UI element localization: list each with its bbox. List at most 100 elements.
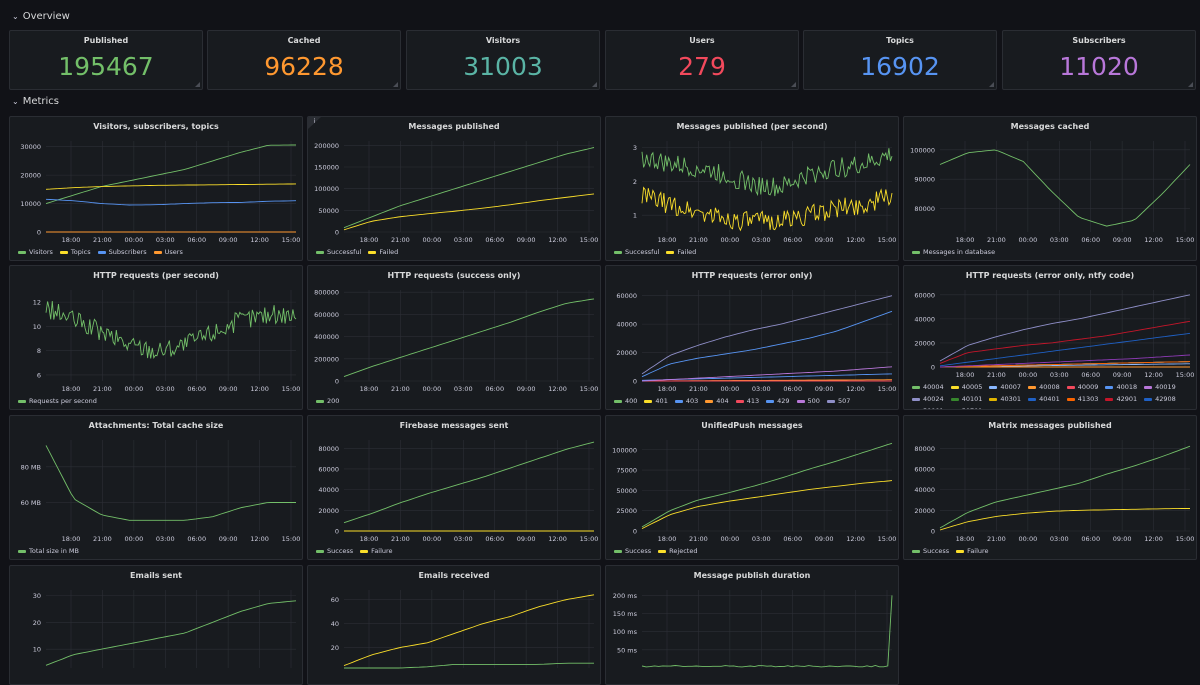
panel-emails-sent[interactable]: Emails sent 10 20 30	[9, 565, 303, 685]
panel-visitors-subscribers-topics[interactable]: Visitors, subscribers, topics 0 10000 20000…	[9, 116, 303, 261]
legend-item[interactable]: 401	[644, 397, 668, 405]
x-tick-label: 18:00	[658, 535, 677, 543]
series-line-successful	[641, 148, 893, 197]
legend-item[interactable]: 404	[705, 397, 729, 405]
stat-panel-visitors[interactable]: Visitors 31003	[406, 30, 600, 90]
resize-handle[interactable]	[195, 82, 200, 87]
legend-item[interactable]: 40401	[1028, 395, 1060, 403]
x-tick-label: 06:00	[187, 535, 206, 543]
legend-item[interactable]: Subscribers	[97, 248, 147, 256]
legend-item[interactable]: Total size in MB	[18, 547, 79, 555]
x-tick-label: 15:00	[878, 236, 897, 244]
legend-item[interactable]: Success	[912, 547, 949, 555]
legend-item[interactable]: 40008	[1028, 383, 1060, 391]
panel-messages-cached[interactable]: Messages cached 80000 90000 100000 18:00 21:0…	[903, 116, 1197, 261]
series-line-42901	[939, 320, 1191, 364]
panel-http-requests-per-second[interactable]: HTTP requests (per second) 6 8 10 12 18:00 21:…	[9, 265, 303, 410]
panel-matrix-messages-published[interactable]: Matrix messages published 0 20000 40000 6000…	[903, 415, 1197, 560]
x-tick-label: 09:00	[517, 236, 536, 244]
x-tick-label: 18:00	[62, 236, 81, 244]
y-tick-label: 20000	[20, 172, 41, 180]
x-tick-label: 03:00	[454, 385, 473, 393]
legend-item[interactable]: 200	[316, 397, 339, 405]
y-tick-label: 100000	[612, 446, 637, 454]
panel-messages-published[interactable]: i Messages published 0 50000 100000 150000 200…	[307, 116, 601, 261]
panel-message-publish-duration[interactable]: Message publish duration 50 ms 100 ms 150 m…	[605, 565, 899, 685]
series-line-507	[641, 295, 893, 375]
legend-item[interactable]: Successful	[316, 248, 361, 256]
legend-item[interactable]: 40024	[912, 395, 944, 403]
legend-swatch	[950, 397, 959, 401]
series-line-received	[343, 594, 595, 667]
panel-unifiedpush-messages[interactable]: UnifiedPush messages 0 25000 50000 75000 1000…	[605, 415, 899, 560]
legend-item[interactable]: Messages in database	[912, 248, 995, 256]
legend-swatch	[956, 549, 965, 553]
legend: 200	[316, 397, 596, 405]
legend-item[interactable]: 40005	[950, 383, 982, 391]
legend-item[interactable]: 40301	[989, 395, 1021, 403]
panel-http-requests-error-only-ntfy-code[interactable]: HTTP requests (error only, ntfy code) 0 20…	[903, 265, 1197, 410]
legend-item[interactable]: 42908	[1144, 395, 1176, 403]
resize-handle[interactable]	[393, 82, 398, 87]
legend-item[interactable]: 50701	[951, 407, 983, 409]
legend-swatch	[705, 399, 714, 403]
stat-panel-published[interactable]: Published 195467	[9, 30, 203, 90]
legend-item[interactable]: Visitors	[18, 248, 53, 256]
stat-panel-cached[interactable]: Cached 96228	[207, 30, 401, 90]
y-tick-label: 20000	[914, 339, 935, 347]
x-tick-label: 03:00	[752, 535, 771, 543]
legend-item[interactable]: 413	[735, 397, 759, 405]
legend-item[interactable]: Users	[153, 248, 183, 256]
legend-item[interactable]: 42901	[1105, 395, 1137, 403]
y-tick-label: 60 MB	[21, 499, 41, 507]
legend-item[interactable]: 40018	[1105, 383, 1137, 391]
legend-item[interactable]: 400	[614, 397, 637, 405]
panel-title: HTTP requests (success only)	[387, 271, 521, 280]
legend-item[interactable]: Success	[614, 547, 651, 555]
legend-item[interactable]: Requests per second	[18, 397, 97, 405]
legend-item[interactable]: 429	[766, 397, 790, 405]
legend-item[interactable]: 403	[674, 397, 698, 405]
legend-item[interactable]: 40007	[989, 383, 1021, 391]
legend-swatch	[614, 549, 622, 553]
y-tick-label: 20	[331, 644, 339, 652]
resize-handle[interactable]	[1188, 82, 1193, 87]
row-overview[interactable]: ⌄ Overview	[12, 11, 70, 22]
x-tick-label: 12:00	[548, 385, 567, 393]
stat-panel-topics[interactable]: Topics 16902	[803, 30, 997, 90]
stat-panel-subscribers[interactable]: Subscribers 11020	[1002, 30, 1196, 90]
legend-item[interactable]: Rejected	[658, 547, 697, 555]
legend-item[interactable]: Successful	[614, 248, 659, 256]
x-tick-label: 09:00	[1113, 236, 1132, 244]
legend-item[interactable]: 40101	[950, 395, 982, 403]
legend-label: Success	[923, 547, 950, 555]
row-metrics[interactable]: ⌄ Metrics	[12, 96, 59, 107]
legend-item[interactable]: Failure	[360, 547, 393, 555]
panel-http-requests-success-only[interactable]: HTTP requests (success only) 0 200000 40000…	[307, 265, 601, 410]
legend-item[interactable]: Failed	[368, 248, 398, 256]
y-tick-label: 40	[331, 620, 339, 628]
legend-item[interactable]: 507	[826, 397, 850, 405]
legend-item[interactable]: Success	[316, 547, 353, 555]
legend-item[interactable]: Failed	[666, 248, 696, 256]
panel-attachments-total-cache-size[interactable]: Attachments: Total cache size 60 MB 80 MB 1…	[9, 415, 303, 560]
legend-item[interactable]: Topics	[59, 248, 91, 256]
legend-item[interactable]: 40009	[1066, 383, 1098, 391]
resize-handle[interactable]	[592, 82, 597, 87]
legend-item[interactable]: 40019	[1144, 383, 1176, 391]
x-tick-label: 21:00	[391, 385, 410, 393]
panel-http-requests-error-only[interactable]: HTTP requests (error only) 0 20000 40000 600…	[605, 265, 899, 410]
legend-item[interactable]: 500	[796, 397, 820, 405]
legend-item[interactable]: 41303	[1066, 395, 1098, 403]
legend-item[interactable]: Failure	[956, 547, 989, 555]
resize-handle[interactable]	[791, 82, 796, 87]
y-tick-label: 60000	[914, 291, 935, 299]
resize-handle[interactable]	[989, 82, 994, 87]
panel-emails-received[interactable]: Emails received 20 40 60	[307, 565, 601, 685]
panel-firebase-messages-sent[interactable]: Firebase messages sent 0 20000 40000 60000 80…	[307, 415, 601, 560]
legend-item[interactable]: 40004	[912, 383, 944, 391]
stat-panel-users[interactable]: Users 279	[605, 30, 799, 90]
x-tick-label: 09:00	[815, 236, 834, 244]
panel-messages-published-per-second[interactable]: Messages published (per second) 1 2 3 18:00 2…	[605, 116, 899, 261]
